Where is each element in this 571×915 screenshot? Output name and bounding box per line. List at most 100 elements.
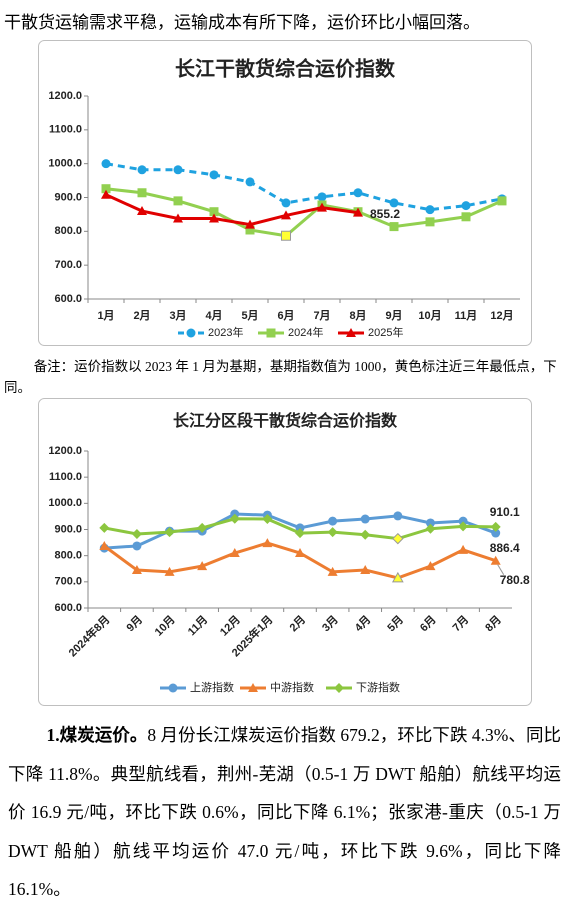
x-tick-label: 1月 [97,309,114,322]
point-marker [164,527,175,538]
point-marker [173,165,183,175]
point-marker [295,548,305,558]
point-marker [245,177,255,187]
chart-frame [38,40,532,346]
legend-marker [186,328,196,338]
legend-label: 上游指数 [190,680,234,694]
x-tick-label: 8月 [349,309,366,322]
point-marker [295,528,305,539]
point-marker [461,201,471,211]
y-tick-label: 600.0 [54,293,82,305]
point-marker [389,222,399,232]
paragraph-lead: 1.煤炭运价。 [46,725,148,745]
legend-marker [346,328,356,337]
point-marker [173,196,183,206]
chart: 长江干散货综合运价指数 600.0 700.0 800.0 900.0 1000.0 11… [38,40,532,346]
series-line [105,162,503,212]
y-tick-label: 1100.0 [49,471,82,483]
x-tick-label: 2月 [133,309,150,322]
x-tick-label: 6月 [277,309,294,322]
point-marker [461,212,471,222]
point-marker [295,523,305,533]
y-tick-label: 700.0 [54,259,82,271]
point-marker [497,196,507,206]
data-label: 855.2 [370,207,400,221]
point-marker [245,219,255,229]
point-marker [101,159,111,169]
point-marker [425,561,436,571]
series-line [105,193,359,227]
point-marker [229,513,240,524]
point-marker [101,189,111,199]
lowest-marker [281,230,291,241]
point-marker [164,566,175,576]
point-marker [353,207,363,217]
y-tick-label: 1200.0 [48,445,82,457]
data-label: 780.8 [500,573,530,587]
chart-title: 长江分区段干散货综合运价指数 [173,411,398,430]
x-tick-label: 10月 [418,309,441,322]
point-marker [360,514,370,524]
point-marker [132,541,142,551]
point-marker [281,198,291,208]
point-marker [99,522,110,533]
point-marker [490,521,501,532]
x-tick-label: 4月 [205,309,222,322]
note: 备注：运价指数以 2023 年 1 月为基期，基期指数值为 1000，黄色标注近… [4,359,557,395]
point-marker [389,198,399,208]
data-label: 910.1 [490,505,520,519]
x-tick-label: 11月 [455,309,478,322]
y-tick-label: 800.0 [54,550,82,562]
label-leader [497,564,505,575]
point-marker [229,548,240,558]
point-marker [137,188,147,198]
point-marker [327,527,338,538]
point-marker [458,521,469,532]
y-tick-label: 900.0 [54,191,82,203]
lowest-marker [392,532,404,545]
x-tick-label: 5月 [241,309,258,322]
point-marker [327,566,338,576]
legend-label: 下游指数 [356,680,400,694]
point-marker [262,514,273,525]
chart: 长江分区段干散货综合运价指数 600.0 700.0 800.0 900.0 1000.… [38,398,532,706]
y-tick-label: 1100.0 [49,124,82,136]
point-marker [353,188,363,198]
chart-frame [38,398,532,706]
y-tick-label: 900.0 [54,523,82,535]
point-marker [245,225,255,235]
point-marker [317,202,327,212]
point-marker [131,565,142,575]
paragraph-text: 8 月份长江煤炭运价指数 679.2，环比下跌 4.3%、同比下降 11.8%。… [8,725,562,899]
point-marker [393,511,403,521]
legend-marker [248,683,258,692]
point-marker [197,561,208,571]
legend-marker [334,683,344,693]
point-marker [137,206,147,216]
point-marker [458,544,469,554]
y-tick-label: 600.0 [54,602,82,614]
point-marker [360,565,371,575]
legend-label: 中游指数 [270,680,314,694]
y-tick-label: 700.0 [54,576,82,588]
point-marker [425,217,435,227]
point-marker [425,518,435,528]
point-marker [281,210,291,220]
legend-label: 2025年 [368,325,403,339]
legend-label: 2024年 [288,325,323,339]
point-marker [317,192,327,202]
x-tick-label: 7月 [313,309,330,322]
y-tick-label: 800.0 [54,225,82,237]
legend-marker [266,328,276,338]
point-marker [209,170,219,180]
y-tick-label: 1200.0 [48,90,82,102]
point-marker [490,555,501,565]
y-tick-label: 1000.0 [48,158,82,170]
point-marker [173,213,183,223]
x-tick-label: 12月 [490,309,513,322]
point-marker [99,540,110,550]
point-marker [209,207,219,217]
legend-label: 2023年 [208,325,243,339]
paragraph: 1.煤炭运价。8 月份长江煤炭运价指数 679.2，环比下跌 4.3%、同比下降… [8,716,561,909]
